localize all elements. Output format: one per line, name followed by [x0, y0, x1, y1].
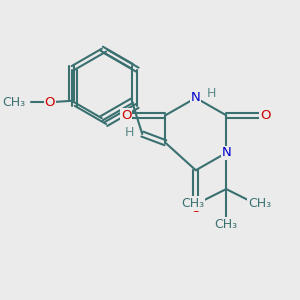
Text: CH₃: CH₃ [214, 218, 238, 231]
Text: O: O [45, 96, 55, 109]
Text: O: O [190, 202, 201, 215]
Text: CH₃: CH₃ [2, 96, 26, 109]
Text: CH₃: CH₃ [248, 197, 271, 210]
Text: N: N [221, 146, 231, 159]
Text: O: O [260, 109, 271, 122]
Text: H: H [124, 126, 134, 139]
Text: H: H [207, 87, 216, 100]
Text: CH₃: CH₃ [182, 197, 205, 210]
Text: N: N [191, 92, 201, 104]
Text: O: O [121, 109, 132, 122]
